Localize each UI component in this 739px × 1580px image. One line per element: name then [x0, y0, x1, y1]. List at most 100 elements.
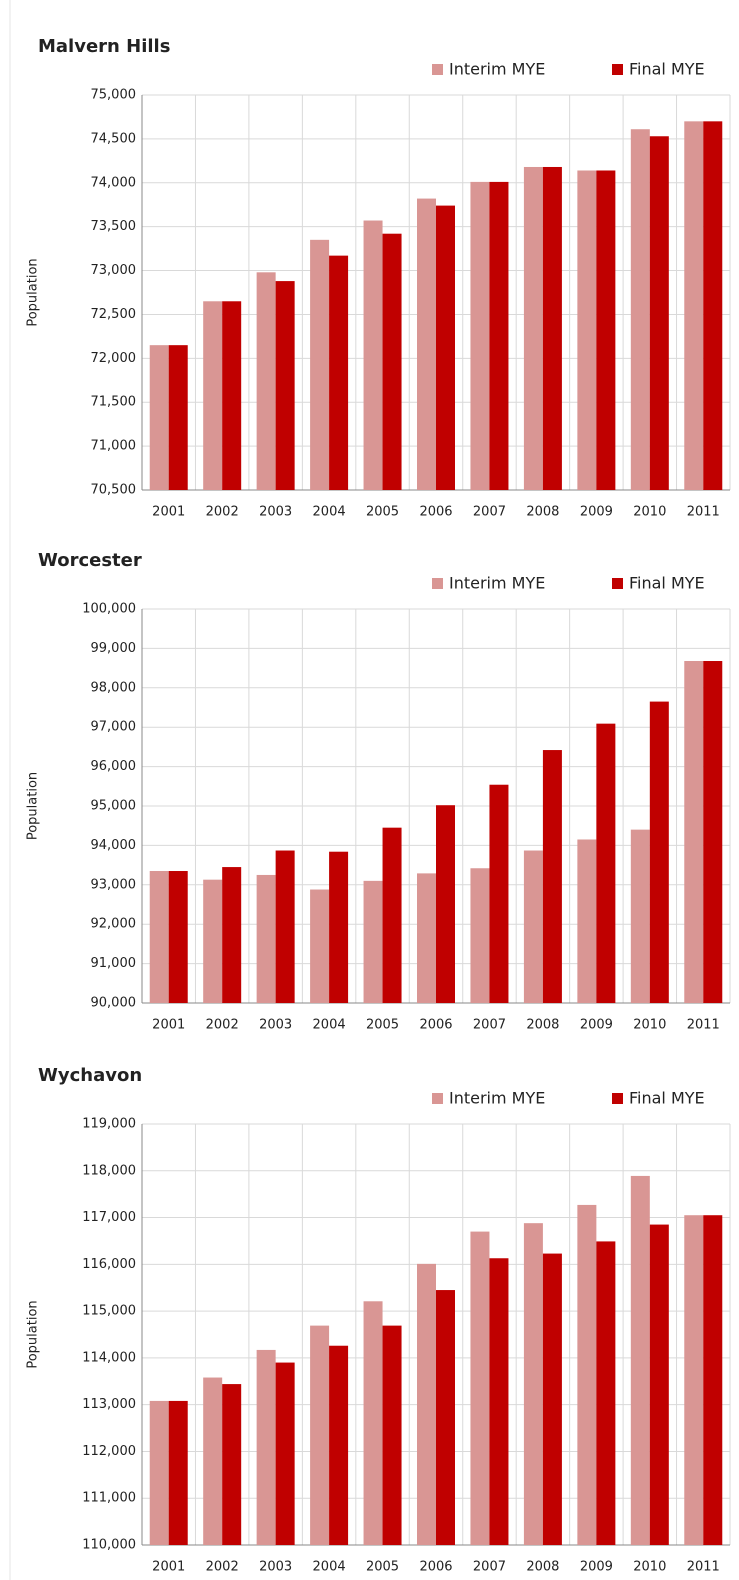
bar	[596, 1241, 616, 1545]
x-tick-label: 2011	[687, 505, 720, 520]
bar	[470, 1231, 490, 1545]
y-tick-label: 71,000	[91, 439, 137, 454]
y-tick-label: 72,000	[91, 351, 137, 366]
y-tick-label: 115,000	[82, 1304, 136, 1319]
x-tick-label: 2005	[366, 1560, 399, 1575]
y-tick-label: 118,000	[82, 1163, 136, 1178]
bar	[310, 889, 330, 1003]
bar	[630, 129, 650, 490]
bar	[382, 233, 402, 490]
y-tick-label: 99,000	[91, 641, 137, 656]
bar	[436, 205, 455, 490]
x-tick-label: 2007	[473, 1018, 506, 1033]
x-tick-label: 2011	[687, 1018, 720, 1033]
x-tick-label: 2004	[313, 505, 346, 520]
bar	[149, 871, 169, 1003]
x-tick-label: 2010	[633, 1018, 666, 1033]
x-tick-label: 2007	[473, 505, 506, 520]
y-tick-label: 117,000	[82, 1210, 136, 1225]
x-tick-label: 2004	[313, 1018, 346, 1033]
bar	[363, 1301, 383, 1545]
y-tick-label: 74,500	[91, 131, 137, 146]
bar	[203, 1377, 223, 1545]
y-tick-label: 95,000	[91, 799, 137, 814]
bar	[523, 850, 543, 1003]
bar	[489, 181, 509, 490]
bar	[684, 661, 704, 1003]
x-tick-label: 2003	[259, 1560, 292, 1575]
legend-swatch	[432, 1093, 443, 1104]
x-tick-label: 2002	[206, 1018, 239, 1033]
bar	[417, 873, 436, 1003]
bar	[489, 1258, 509, 1545]
y-tick-label: 113,000	[82, 1397, 136, 1412]
legend-label: Final MYE	[629, 1089, 705, 1108]
y-tick-label: 91,000	[91, 956, 137, 971]
y-tick-label: 93,000	[91, 877, 137, 892]
y-tick-label: 73,500	[91, 219, 137, 234]
x-tick-label: 2003	[259, 505, 292, 520]
bar	[256, 272, 276, 490]
legend-label: Interim MYE	[449, 60, 545, 79]
bar	[310, 1325, 330, 1545]
y-tick-label: 110,000	[82, 1538, 136, 1553]
bar	[363, 220, 383, 490]
x-tick-label: 2002	[206, 505, 239, 520]
y-tick-label: 111,000	[82, 1491, 136, 1506]
bar	[168, 345, 188, 490]
x-tick-label: 2008	[526, 1018, 559, 1033]
bar	[436, 1290, 455, 1545]
x-tick-label: 2001	[152, 1018, 185, 1033]
bar	[436, 805, 455, 1003]
bar	[542, 166, 562, 490]
bar	[596, 170, 616, 490]
x-tick-label: 2008	[526, 1560, 559, 1575]
bar	[577, 839, 597, 1003]
chart-title: Malvern Hills	[38, 36, 170, 57]
bar	[542, 1253, 562, 1545]
bar	[703, 661, 723, 1003]
y-tick-label: 74,000	[91, 175, 137, 190]
bar	[470, 181, 490, 490]
x-tick-label: 2007	[473, 1560, 506, 1575]
bar	[275, 850, 295, 1003]
y-tick-label: 97,000	[91, 720, 137, 735]
y-tick-label: 112,000	[82, 1444, 136, 1459]
legend-label: Interim MYE	[449, 1089, 545, 1108]
x-tick-label: 2005	[366, 1018, 399, 1033]
bar	[329, 851, 349, 1003]
x-tick-label: 2003	[259, 1018, 292, 1033]
y-tick-label: 94,000	[91, 838, 137, 853]
bar	[256, 1349, 276, 1545]
y-tick-label: 92,000	[91, 917, 137, 932]
bar	[382, 827, 402, 1003]
bar	[489, 784, 509, 1003]
bar	[203, 301, 223, 490]
y-tick-label: 71,500	[91, 395, 137, 410]
bar	[577, 1204, 597, 1545]
x-tick-label: 2004	[313, 1560, 346, 1575]
bar	[417, 198, 436, 491]
bar	[417, 1263, 436, 1545]
y-tick-label: 90,000	[91, 996, 137, 1011]
legend-label: Final MYE	[629, 60, 705, 79]
y-tick-label: 119,000	[82, 1117, 136, 1132]
bar	[149, 1400, 169, 1545]
bar	[222, 301, 242, 490]
x-tick-label: 2008	[526, 505, 559, 520]
bar	[149, 345, 169, 490]
y-axis-label: Population	[26, 1300, 41, 1368]
bar	[596, 723, 616, 1003]
bar	[329, 1345, 349, 1545]
bar	[523, 1223, 543, 1545]
y-tick-label: 98,000	[91, 680, 137, 695]
legend-label: Interim MYE	[449, 574, 545, 593]
bar	[703, 121, 723, 490]
bar	[470, 868, 490, 1003]
bar	[542, 750, 562, 1003]
x-tick-label: 2009	[580, 1018, 613, 1033]
x-tick-label: 2006	[419, 1018, 452, 1033]
bar	[577, 170, 597, 490]
y-tick-label: 72,500	[91, 307, 137, 322]
